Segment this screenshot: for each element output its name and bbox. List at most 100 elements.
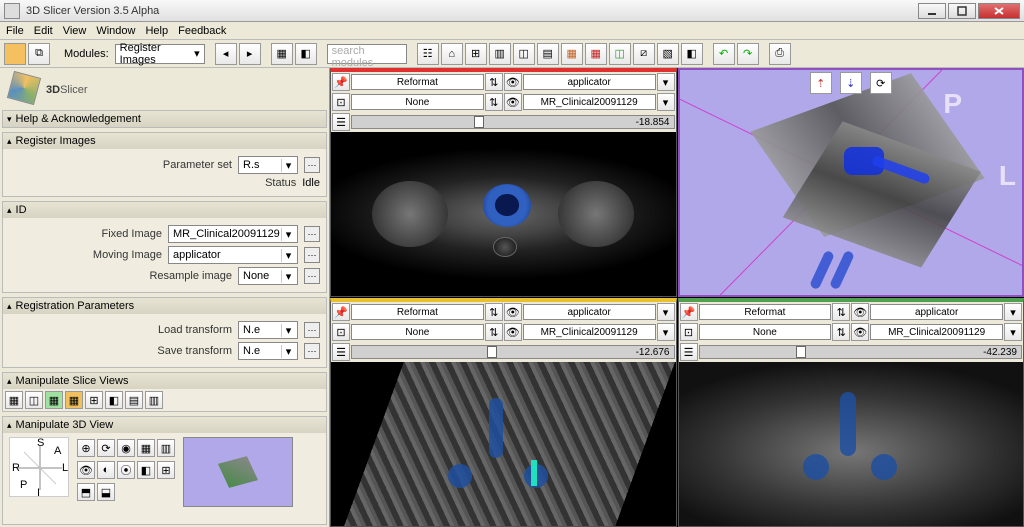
layout-1-icon[interactable]: ☷ [417,43,439,65]
save-transform-opts[interactable]: ⋯ [304,343,320,359]
view3d-btn-8[interactable]: ⦿ [117,461,135,479]
slice-view-green[interactable]: 📌 Reformat ⇅ 👁 applicator ▾ ⊡ None ⇅ 👁 M… [678,298,1024,527]
search-input[interactable]: search modules [327,44,407,64]
section-manip-3d[interactable]: ▴Manipulate 3D View [3,417,326,433]
sliceview-btn-4[interactable]: ▦ [65,391,83,409]
maximize-button[interactable] [948,3,976,19]
sliceview-btn-7[interactable]: ▤ [125,391,143,409]
green-image[interactable] [679,362,1024,526]
layout-9-icon[interactable]: ⧄ [633,43,655,65]
layout-4-icon[interactable]: ◫ [513,43,535,65]
3d-view[interactable]: ⇡ ⇣ ⟳ P L [678,68,1024,297]
save-transform-combo[interactable]: N.e▾ [238,342,298,360]
layout-6-icon[interactable]: ▦ [561,43,583,65]
view3d-btn-1[interactable]: ⊕ [77,439,95,457]
fixed-image-opts[interactable]: ⋯ [304,226,320,242]
view3d-btn-6[interactable]: 👁 [77,461,95,479]
green-link1-icon[interactable]: ⇅ [832,303,850,321]
red-eye1-icon[interactable]: 👁 [504,73,522,91]
red-lb[interactable]: None [351,94,484,110]
yellow-fg[interactable]: applicator [523,304,656,320]
green-arr2-icon[interactable]: ▾ [1004,323,1022,341]
section-help[interactable]: ▾Help & Acknowledgement [3,111,326,127]
layout-8-icon[interactable]: ◫ [609,43,631,65]
yellow-eye2-icon[interactable]: 👁 [504,323,522,341]
yellow-fit-icon[interactable]: ⊡ [332,323,350,341]
yellow-offset-slider[interactable]: -12.676 [351,345,675,359]
red-arr2-icon[interactable]: ▾ [657,93,675,111]
red-fg[interactable]: applicator [523,74,656,90]
view3d-btn-4[interactable]: ▦ [137,439,155,457]
view3d-btn-5[interactable]: ▥ [157,439,175,457]
green-bg[interactable]: MR_Clinical20091129 [870,324,1003,340]
menu-help[interactable]: Help [145,25,168,37]
red-arr1-icon[interactable]: ▾ [657,73,675,91]
sliceview-btn-3[interactable]: ▦ [45,391,63,409]
param-set-opts[interactable]: ⋯ [304,157,320,173]
load-icon[interactable]: ⧉ [28,43,50,65]
resample-combo[interactable]: None▾ [238,267,298,285]
tool-1-icon[interactable]: ▦ [271,43,293,65]
menu-file[interactable]: File [6,25,24,37]
3d-person-back-icon[interactable]: ⇣ [840,72,862,94]
green-pin-icon[interactable]: 📌 [680,303,698,321]
red-offset-slider[interactable]: -18.854 [351,115,675,129]
view3d-btn-9[interactable]: ◧ [137,461,155,479]
sliceview-btn-5[interactable]: ⊞ [85,391,103,409]
view3d-btn-11[interactable]: ⬒ [77,483,95,501]
green-eye2-icon[interactable]: 👁 [851,323,869,341]
red-eye2-icon[interactable]: 👁 [504,93,522,111]
section-regparams[interactable]: ▴Registration Parameters [3,298,326,314]
menu-edit[interactable]: Edit [34,25,53,37]
section-manip-slice[interactable]: ▴Manipulate Slice Views [3,373,326,389]
menu-feedback[interactable]: Feedback [178,25,226,37]
home-yellow-icon[interactable] [4,43,26,65]
red-menu-icon[interactable]: ☰ [332,113,350,131]
red-link1-icon[interactable]: ⇅ [485,73,503,91]
layout-2-icon[interactable]: ⊞ [465,43,487,65]
layout-10-icon[interactable]: ▧ [657,43,679,65]
redo-icon[interactable]: ↷ [737,43,759,65]
3d-thumbnail[interactable] [183,437,293,507]
yellow-image[interactable] [331,362,676,526]
red-bg[interactable]: MR_Clinical20091129 [523,94,656,110]
3d-refresh-icon[interactable]: ⟳ [870,72,892,94]
sliceview-btn-6[interactable]: ◧ [105,391,123,409]
load-transform-opts[interactable]: ⋯ [304,322,320,338]
yellow-arr1-icon[interactable]: ▾ [657,303,675,321]
slice-view-yellow[interactable]: 📌 Reformat ⇅ 👁 applicator ▾ ⊡ None ⇅ 👁 M… [330,298,677,527]
yellow-bg[interactable]: MR_Clinical20091129 [523,324,656,340]
view3d-btn-7[interactable]: ◐ [97,461,115,479]
red-reformat[interactable]: Reformat [351,74,484,90]
moving-image-opts[interactable]: ⋯ [304,247,320,263]
undo-icon[interactable]: ↶ [713,43,735,65]
menu-view[interactable]: View [63,25,87,37]
green-menu-icon[interactable]: ☰ [680,343,698,361]
view3d-btn-2[interactable]: ⟳ [97,439,115,457]
red-fit-icon[interactable]: ⊡ [332,93,350,111]
layout-7-icon[interactable]: ▦ [585,43,607,65]
red-pin-icon[interactable]: 📌 [332,73,350,91]
yellow-eye1-icon[interactable]: 👁 [504,303,522,321]
slice-view-red[interactable]: 📌 Reformat ⇅ 👁 applicator ▾ ⊡ None ⇅ 👁 M… [330,68,677,297]
sliceview-btn-2[interactable]: ◫ [25,391,43,409]
yellow-reformat[interactable]: Reformat [351,304,484,320]
green-link2-icon[interactable]: ⇅ [832,323,850,341]
nav-back-button[interactable]: ◂ [215,43,237,65]
yellow-pin-icon[interactable]: 📌 [332,303,350,321]
section-register[interactable]: ▴Register Images [3,133,326,149]
menu-window[interactable]: Window [96,25,135,37]
yellow-menu-icon[interactable]: ☰ [332,343,350,361]
green-eye1-icon[interactable]: 👁 [851,303,869,321]
green-reformat[interactable]: Reformat [699,304,832,320]
red-image[interactable] [331,132,676,296]
green-fit-icon[interactable]: ⊡ [680,323,698,341]
minimize-button[interactable] [918,3,946,19]
3d-person-front-icon[interactable]: ⇡ [810,72,832,94]
orientation-compass[interactable]: SI RL PA [9,437,69,497]
section-id[interactable]: ▴ID [3,202,326,218]
view3d-btn-3[interactable]: ◉ [117,439,135,457]
view3d-btn-10[interactable]: ⊞ [157,461,175,479]
sliceview-btn-1[interactable]: ▦ [5,391,23,409]
tool-2-icon[interactable]: ◧ [295,43,317,65]
